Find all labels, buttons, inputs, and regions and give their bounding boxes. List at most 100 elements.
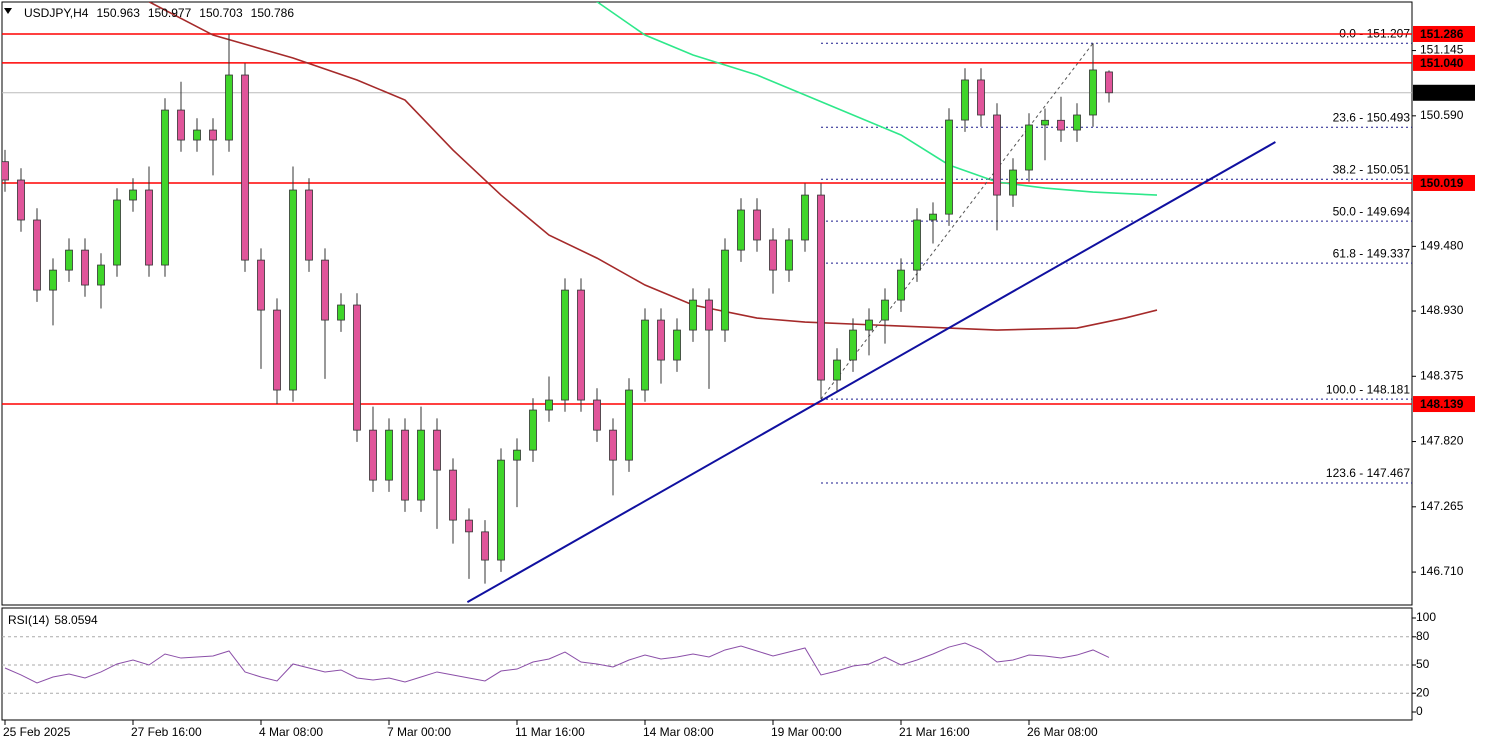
candle-body: [1089, 69, 1097, 116]
y-tick-label: 146.710: [1420, 564, 1464, 578]
candle-body: [321, 259, 329, 321]
x-tick-label: 7 Mar 00:00: [387, 725, 451, 739]
candle-body: [433, 429, 441, 471]
candle-body: [705, 299, 713, 331]
ohlc-close: 150.786: [251, 6, 295, 20]
x-tick-label: 27 Feb 16:00: [131, 725, 202, 739]
header: USDJPY,H4 150.963 150.977 150.703 150.786: [24, 6, 294, 20]
y-tick-label: 100: [1416, 610, 1436, 624]
candle-body: [417, 429, 425, 501]
candle-body: [241, 74, 249, 261]
candle-body: [561, 289, 569, 401]
level-box: [1413, 174, 1475, 191]
level-box: [1413, 25, 1475, 42]
candle-body: [337, 304, 345, 321]
fib-label: 61.8 - 149.337: [1333, 246, 1411, 260]
candle-body: [1009, 169, 1017, 196]
fib-label: 38.2 - 150.051: [1333, 162, 1411, 176]
collapse-arrow: [4, 8, 12, 14]
candle-body: [2, 161, 9, 181]
y-tick-label: 150.590: [1420, 108, 1464, 122]
level-label: 151.286: [1420, 27, 1464, 41]
candle-body: [481, 531, 489, 561]
x-tick-label: 4 Mar 08:00: [259, 725, 323, 739]
candle-body: [145, 189, 153, 266]
candle-body: [817, 194, 825, 381]
candle-body: [801, 194, 809, 241]
fib-label: 23.6 - 150.493: [1333, 110, 1411, 124]
level-box: [1413, 396, 1475, 413]
candle-body: [369, 429, 377, 481]
candle-body: [769, 239, 777, 271]
rsi-title: RSI(14) 58.0594: [8, 613, 98, 627]
price-label: 150.786: [1420, 86, 1464, 100]
price-box: [1413, 84, 1475, 101]
x-tick-label: 11 Mar 16:00: [515, 725, 585, 739]
candle-body: [225, 74, 233, 141]
y-tick-label: 50: [1416, 657, 1430, 671]
candle-body: [353, 304, 361, 431]
candle-body: [641, 319, 649, 391]
candle-body: [929, 213, 937, 221]
candle-body: [209, 129, 217, 141]
level-label: 150.019: [1420, 176, 1464, 190]
candle-body: [289, 189, 297, 391]
candle-body: [849, 329, 857, 361]
candle-body: [545, 399, 553, 411]
candle-body: [177, 109, 185, 141]
y-tick-label: 147.820: [1420, 434, 1464, 448]
level-box: [1413, 54, 1475, 71]
level-label: 148.139: [1420, 397, 1464, 411]
ohlc-open: 150.963: [96, 6, 140, 20]
rsi-frame: [1, 607, 1413, 721]
y-tick-label: 149.480: [1420, 239, 1464, 253]
fib-label: 50.0 - 149.694: [1333, 204, 1411, 218]
y-tick-label: 148.375: [1420, 368, 1464, 382]
candle-body: [881, 299, 889, 321]
y-tick-label: 20: [1416, 685, 1430, 699]
candle-body: [1041, 119, 1049, 126]
rsi-plot: [2, 636, 1412, 694]
candle-body: [577, 289, 585, 401]
candle-body: [737, 209, 745, 251]
candle-body: [33, 219, 41, 291]
candle-body: [113, 199, 121, 266]
fib-label: 100.0 - 148.181: [1326, 382, 1410, 396]
candle-body: [1057, 119, 1065, 131]
y-tick-label: 0: [1416, 704, 1423, 718]
candle-body: [1105, 71, 1113, 94]
candle-body: [753, 209, 761, 241]
candle-body: [897, 269, 905, 301]
candle-body: [65, 249, 73, 271]
x-tick-label: 25 Feb 2025: [3, 725, 71, 739]
candle-body: [625, 389, 633, 461]
candle-body: [961, 79, 969, 121]
y-tick-label: 147.265: [1420, 499, 1464, 513]
rsi-name: RSI(14): [8, 613, 49, 627]
candle-body: [273, 309, 281, 391]
ohlc-low: 150.703: [199, 6, 243, 20]
y-tick-label: 80: [1416, 629, 1430, 643]
rsi-line: [4, 642, 1110, 684]
x-tick-label: 21 Mar 16:00: [899, 725, 970, 739]
level-label: 151.040: [1420, 56, 1464, 70]
candle-body: [385, 429, 393, 481]
candle-body: [81, 249, 89, 286]
ohlc-high: 150.977: [148, 6, 192, 20]
candle-body: [529, 409, 537, 451]
candle-body: [449, 469, 457, 521]
candle-body: [497, 459, 505, 561]
candle-body: [513, 449, 521, 461]
candle-body: [721, 249, 729, 331]
symbol: USDJPY,H4: [24, 6, 89, 20]
candle-body: [305, 189, 313, 261]
candle-body: [161, 109, 169, 266]
candle-body: [689, 299, 697, 331]
candle-body: [673, 329, 681, 361]
candle-body: [865, 319, 873, 331]
x-tick-label: 19 Mar 00:00: [771, 725, 842, 739]
candle-body: [193, 129, 201, 141]
trendline: [820, 42, 1094, 400]
